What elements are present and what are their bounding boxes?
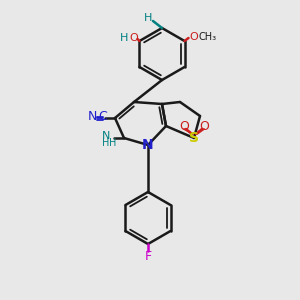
Text: O: O: [190, 32, 198, 42]
Text: N: N: [87, 110, 97, 124]
Text: H: H: [109, 138, 117, 148]
Text: O: O: [199, 119, 209, 133]
Text: N: N: [142, 138, 154, 152]
Text: O: O: [129, 33, 138, 43]
Text: S: S: [189, 131, 199, 145]
Text: N: N: [102, 131, 110, 141]
Text: F: F: [144, 250, 152, 263]
Text: CH₃: CH₃: [199, 32, 217, 42]
Text: H: H: [120, 33, 128, 43]
Text: O: O: [179, 119, 189, 133]
Text: C: C: [99, 110, 107, 124]
Text: H: H: [144, 13, 152, 23]
Text: H: H: [102, 138, 110, 148]
